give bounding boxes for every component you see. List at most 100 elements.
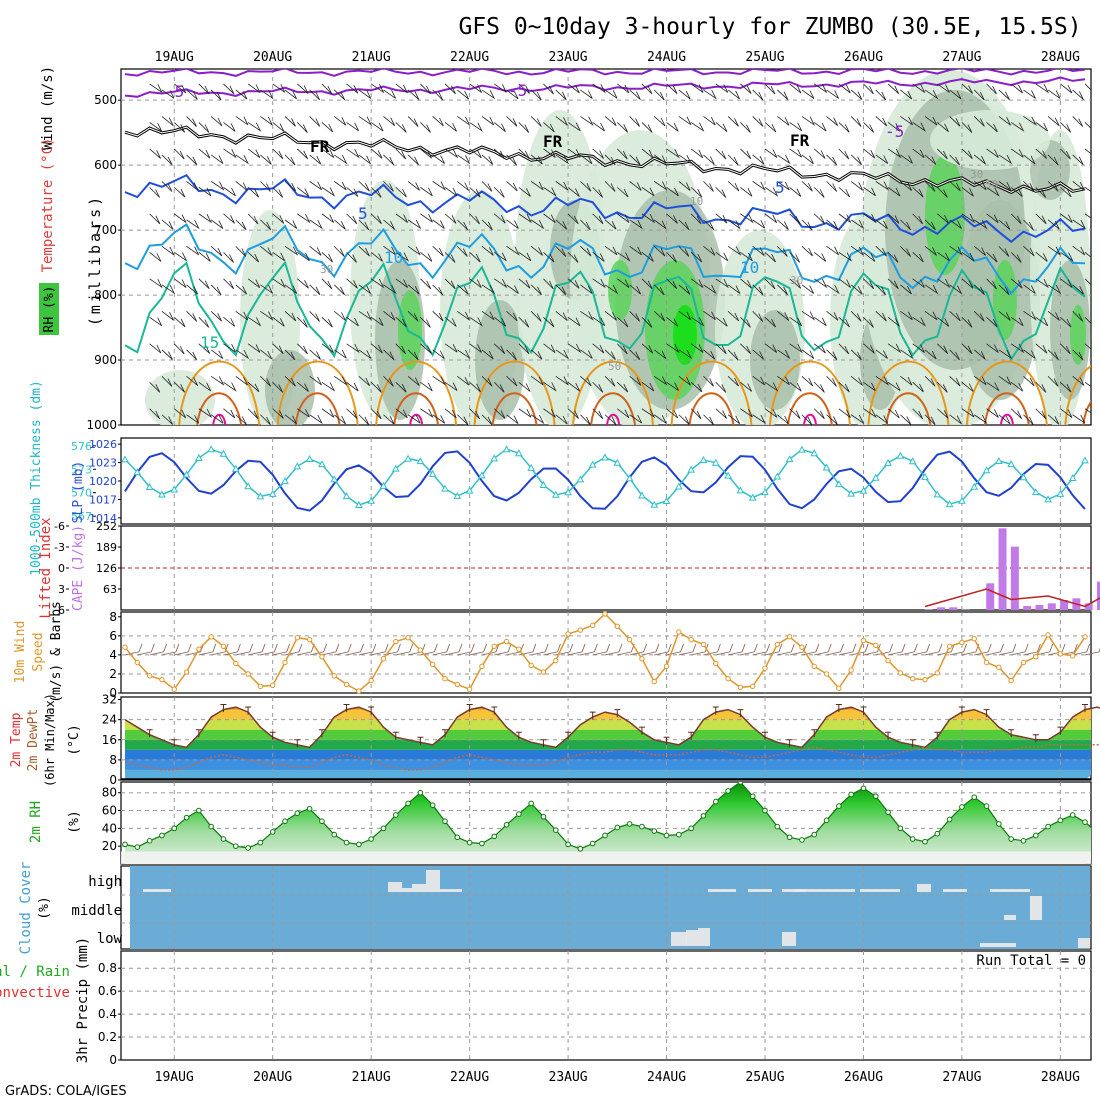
wind10m-point	[393, 638, 399, 645]
thickness-marker	[330, 475, 339, 483]
slp-axis-label: SLP (mb)	[71, 461, 86, 524]
wind-barb	[383, 375, 394, 387]
wind-barb	[740, 408, 753, 418]
bottom-date-label: 25AUG	[745, 1070, 784, 1085]
wind-barb	[789, 122, 803, 132]
thickness-marker	[219, 449, 228, 457]
thickness-marker	[367, 496, 375, 504]
wind-barb	[161, 284, 176, 295]
wind-barb	[900, 375, 913, 386]
temp-band	[125, 729, 1091, 740]
wind-barb	[641, 278, 653, 290]
cape-li-panel: -6 -3 0 3 6 252 189 126 63 Lifted Index CAPE (J/…	[38, 517, 1100, 619]
wind-barb	[407, 349, 419, 361]
wind-barb	[383, 246, 396, 256]
wind10m-panel: 8 6 4 2 0 10m Wind Speed (m/s) & Barbs	[13, 601, 1100, 703]
minmax-bar	[663, 736, 670, 745]
wind-barb	[493, 213, 506, 224]
wind-barb	[210, 349, 224, 360]
wind-barb	[690, 343, 704, 353]
minmax-bar	[466, 704, 473, 713]
wind10m-barb	[457, 643, 475, 656]
wind-barb	[961, 213, 976, 224]
cape-bar	[998, 528, 1007, 610]
temp-contour-30	[212, 413, 227, 425]
temp-contour-25	[491, 392, 538, 425]
wind10m-barb	[297, 643, 315, 656]
wind-barb	[629, 414, 643, 424]
thickness-marker	[465, 486, 474, 494]
wind-barb	[838, 213, 852, 223]
wind-barb	[272, 408, 284, 419]
rh2m-point	[897, 825, 904, 832]
wind-barb	[604, 284, 619, 295]
wind-barb	[727, 246, 742, 256]
wind-barb	[875, 349, 888, 359]
cloud-block	[671, 932, 687, 946]
wind-barb	[715, 381, 727, 393]
minmax-bar	[368, 706, 375, 715]
slp-axes: 576 573 570 567 1026 1023 1020 1017 1014	[71, 438, 121, 525]
wind-barb	[1010, 187, 1023, 197]
wind-barb	[543, 187, 557, 197]
rh2m-point	[159, 832, 165, 839]
wind-barb	[272, 381, 284, 393]
wind-barb	[1084, 317, 1091, 324]
wind-barb	[186, 375, 199, 386]
tick-label: 1000	[86, 418, 117, 432]
tick-label: 32	[102, 693, 117, 707]
wind-barb	[863, 187, 876, 197]
wind-barb	[900, 310, 913, 321]
wind-barb	[173, 213, 187, 223]
wind-barb	[173, 278, 187, 288]
wind10m-barb	[358, 643, 377, 656]
cloud-unit: (%)	[37, 896, 52, 919]
wind-barb	[173, 122, 186, 133]
wind-barb	[937, 148, 948, 160]
minmax-bar	[958, 706, 965, 715]
temp-band	[125, 769, 1091, 780]
wind-barb	[321, 317, 333, 328]
wind-barb	[789, 252, 801, 263]
wind10m-barb	[309, 643, 328, 656]
minmax-bar	[762, 731, 768, 740]
bottom-date-label: 26AUG	[844, 1070, 883, 1085]
wind10m-point	[713, 660, 719, 667]
wind-barb	[149, 408, 161, 420]
rh2m-point	[836, 803, 842, 809]
wind10m-barb	[1011, 643, 1029, 656]
wind-barb	[629, 116, 640, 127]
wind10m-point	[269, 682, 276, 689]
wind-barb	[1072, 181, 1085, 191]
wind-barb	[173, 381, 185, 393]
rh2m-point	[257, 839, 264, 846]
wind-barb	[715, 83, 729, 93]
wind-barb	[924, 89, 939, 100]
wind-barb	[764, 278, 776, 290]
wind10m-point	[848, 667, 854, 673]
wind-barb	[937, 213, 949, 224]
wind-barb	[321, 343, 334, 354]
wind-barb	[272, 252, 286, 262]
cape-bar	[1023, 606, 1032, 610]
wind-barb	[530, 414, 545, 425]
tick-label: 0	[58, 562, 65, 575]
wind-barb	[961, 252, 975, 262]
cape-bars	[924, 528, 1100, 610]
tick-label: 0	[109, 773, 117, 787]
wind-barb	[703, 246, 716, 256]
wind-barb	[223, 408, 236, 419]
wind-barb	[198, 381, 212, 392]
temp-contour-20	[473, 360, 556, 425]
minmax-bar	[294, 739, 301, 748]
wind-barb	[457, 154, 471, 165]
wind-barb	[223, 187, 236, 197]
wind-barb	[592, 213, 604, 225]
wind-barb	[260, 349, 273, 360]
wind10m-barb	[137, 643, 155, 656]
thickness-marker	[638, 491, 646, 499]
wind-barb	[961, 83, 973, 94]
contour-label: 50	[608, 360, 621, 373]
wind-barb	[223, 83, 235, 95]
wind-barb	[813, 343, 826, 354]
